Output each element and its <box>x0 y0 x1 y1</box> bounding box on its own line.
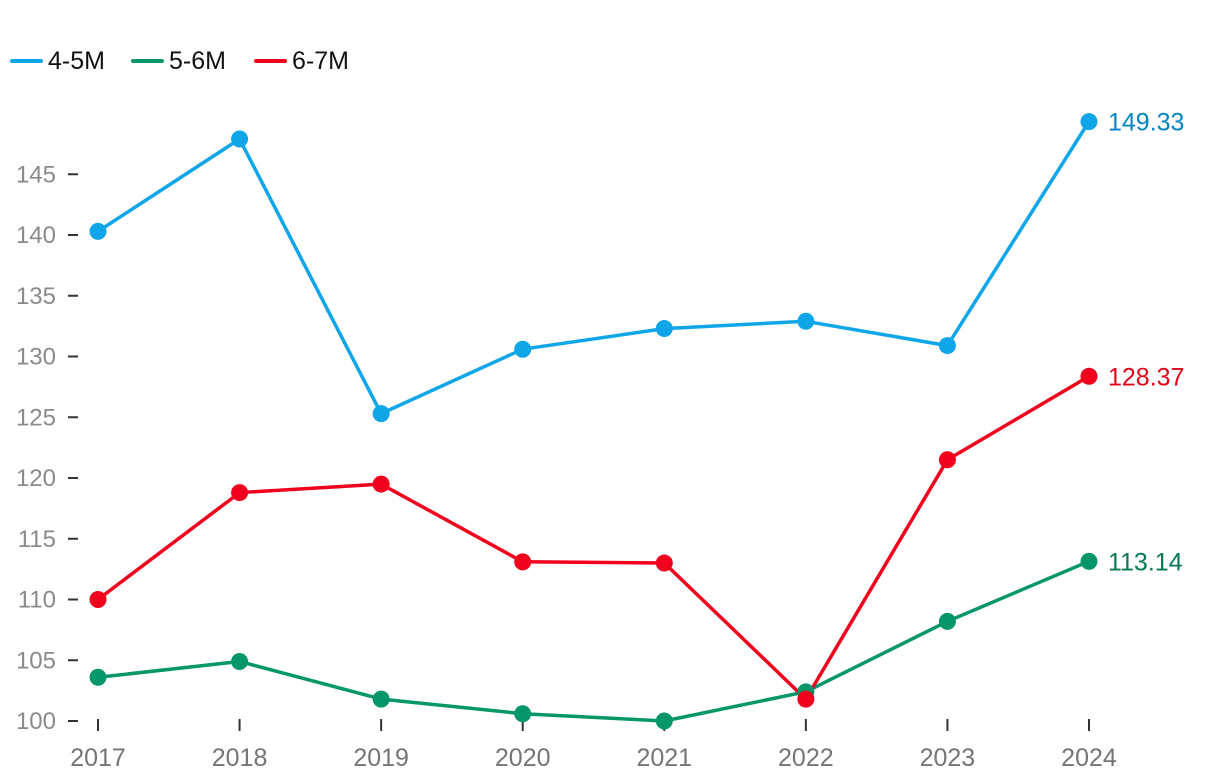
data-point <box>372 475 390 493</box>
y-tick-label: 115 <box>18 526 56 553</box>
series-points <box>89 113 1098 730</box>
y-tick-label: 135 <box>16 283 56 310</box>
data-point <box>231 484 249 502</box>
data-point <box>514 705 532 723</box>
y-tick-label: 125 <box>16 404 56 431</box>
data-point <box>514 553 532 571</box>
data-point <box>1080 113 1098 131</box>
data-point <box>797 690 815 708</box>
y-tick-label: 140 <box>16 222 56 249</box>
end-value-label: 128.37 <box>1108 363 1184 391</box>
legend-label: 5-6M <box>169 47 226 75</box>
end-value-label: 113.14 <box>1108 548 1183 576</box>
y-axis: 100 105 110 115 120 125 130 135 140 145 <box>16 161 78 735</box>
y-tick-label: 110 <box>18 587 56 614</box>
data-point <box>514 340 532 358</box>
legend-label: 4-5M <box>48 47 105 75</box>
end-labels: 149.33 113.14 128.37 <box>1108 109 1184 577</box>
y-tick-label: 130 <box>16 344 56 371</box>
x-tick-label: 2018 <box>212 744 268 772</box>
x-tick-label: 2020 <box>495 744 551 772</box>
data-point <box>655 320 673 338</box>
series-lines <box>96 119 1091 723</box>
x-tick-label: 2017 <box>70 744 126 772</box>
data-point <box>938 451 956 469</box>
data-point <box>231 652 249 670</box>
y-tick-label: 145 <box>16 161 56 188</box>
data-point <box>797 312 815 330</box>
data-point <box>655 712 673 730</box>
series-line-5-6M <box>96 559 1091 723</box>
data-point <box>372 405 390 423</box>
data-point <box>1080 552 1098 570</box>
y-tick-label: 120 <box>16 465 56 492</box>
y-tick-label: 100 <box>16 708 56 735</box>
data-point <box>372 690 390 708</box>
x-tick-label: 2024 <box>1061 744 1117 772</box>
data-point <box>938 612 956 630</box>
series-line-4-5M <box>96 119 1091 416</box>
data-point <box>1080 367 1098 385</box>
data-point <box>89 222 107 240</box>
data-point <box>89 591 107 608</box>
legend-label: 6-7M <box>292 47 349 75</box>
data-point <box>938 337 956 355</box>
x-tick-label: 2021 <box>636 744 692 772</box>
data-point <box>655 554 673 572</box>
x-tick-label: 2023 <box>920 744 976 772</box>
y-tick-label: 105 <box>16 647 56 674</box>
end-value-label: 149.33 <box>1108 109 1184 137</box>
legend: 4-5M 5-6M 6-7M <box>10 47 349 75</box>
x-tick-label: 2019 <box>353 744 409 772</box>
x-tick-label: 2022 <box>778 744 834 772</box>
data-point <box>231 130 249 148</box>
x-axis: 2017 2018 2019 2020 2021 2022 2023 2024 <box>70 719 1117 772</box>
series-line-6-7M <box>96 374 1091 701</box>
data-point <box>89 668 107 686</box>
